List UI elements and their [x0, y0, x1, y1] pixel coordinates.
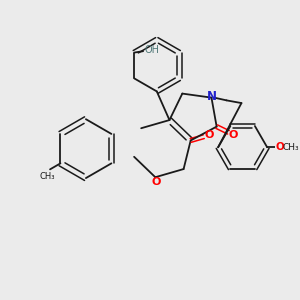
Text: O: O: [276, 142, 285, 152]
Text: OH: OH: [145, 45, 160, 55]
Text: N: N: [206, 90, 217, 103]
Text: O: O: [229, 130, 238, 140]
Text: CH₃: CH₃: [282, 143, 299, 152]
Text: O: O: [152, 177, 161, 187]
Text: CH₃: CH₃: [40, 172, 55, 181]
Text: O: O: [204, 130, 214, 140]
